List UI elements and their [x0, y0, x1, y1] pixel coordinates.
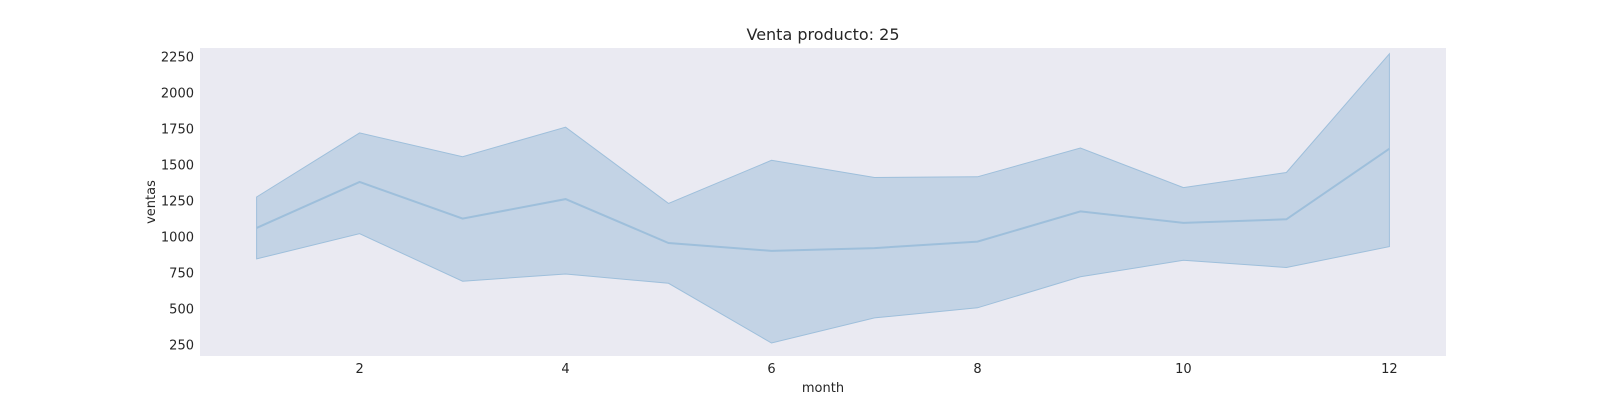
- series-line: [256, 147, 1390, 252]
- x-tick-label: 4: [561, 362, 569, 377]
- y-tick-label: 750: [169, 267, 194, 282]
- y-axis-label: ventas: [144, 180, 159, 224]
- y-tick-label: 250: [169, 338, 194, 353]
- y-tick-label: 2250: [161, 51, 194, 66]
- y-tick-label: 1500: [161, 159, 194, 174]
- y-tick-label: 1250: [161, 195, 194, 210]
- x-tick-label: 6: [767, 362, 775, 377]
- x-tick-label: 12: [1381, 362, 1398, 377]
- chart-title: Venta producto: 25: [746, 25, 899, 44]
- y-tick-label: 1000: [161, 231, 194, 246]
- confidence-band: [256, 52, 1390, 344]
- x-tick-label: 2: [355, 362, 363, 377]
- x-axis-label: month: [802, 381, 844, 396]
- y-tick-label: 500: [169, 303, 194, 318]
- y-tick-label: 1750: [161, 123, 194, 138]
- x-tick-label: 8: [973, 362, 981, 377]
- x-tick-label: 10: [1175, 362, 1192, 377]
- y-tick-label: 2000: [161, 87, 194, 102]
